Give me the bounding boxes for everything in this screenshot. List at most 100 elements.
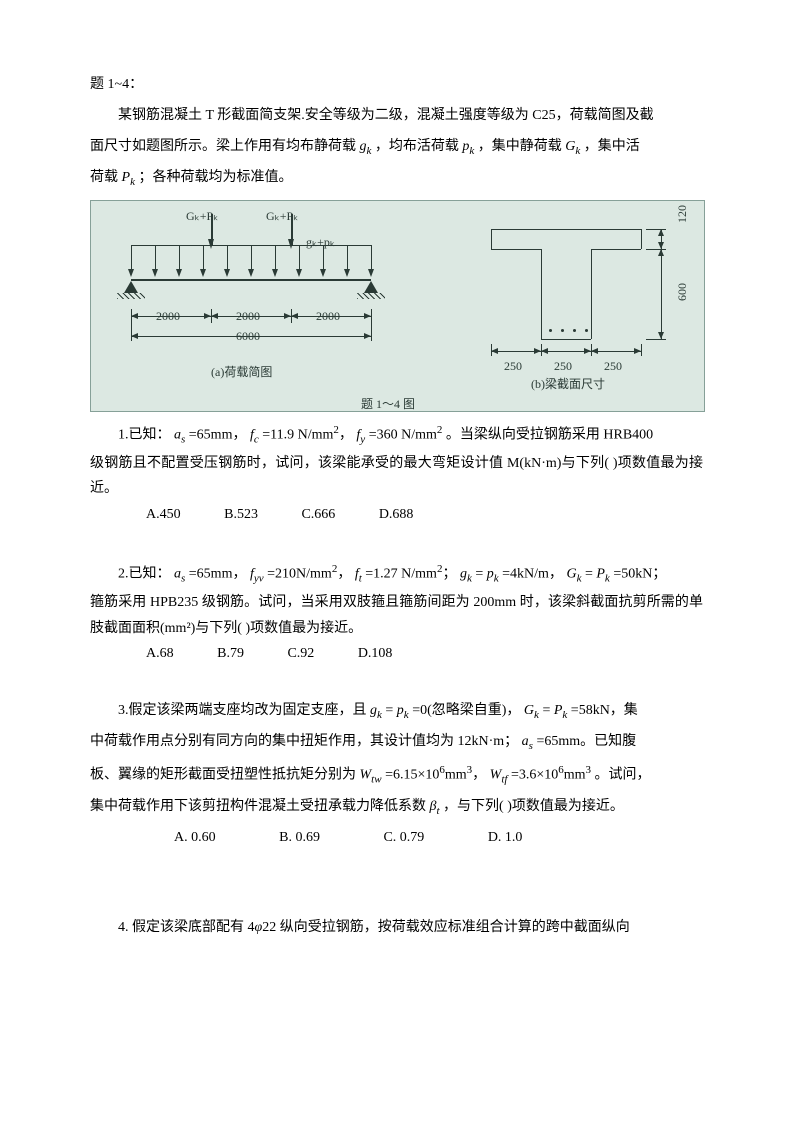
q2-Pk-k: k [605,572,610,584]
intro-para-3: 荷载 Pk ；各种荷载均为标准值。 [90,163,703,194]
q3-c: ， [472,768,486,783]
q1-line1: 1.已知： as =65mm， fc =11.9 N/mm2， fy =360 … [90,418,703,452]
support-left [124,281,138,293]
da3 [211,313,218,319]
q1-y: y [360,433,365,445]
hatch-left [117,293,145,299]
dist-d-ar [200,269,206,277]
bar1 [549,329,552,332]
q3-line2: 中荷载作用点分别有同方向的集中扭矩作用，其设计值均为 12kN·m； as =6… [90,727,703,758]
q2-eq3: =1.27 N/mm [365,566,437,581]
q2-c1: ， [337,566,351,581]
q1-tail: 。当梁纵向受拉钢筋采用 HRB400 [446,427,653,442]
bar4 [585,329,588,332]
ru1 [658,229,664,236]
q1-lead: 1.已知： [118,427,171,442]
ru2 [658,242,664,249]
q2-as: a [174,566,181,581]
q3-Gkk: k [534,709,539,721]
q3-eq1: =6.15×10 [385,768,439,783]
q1-eq3: =360 N/mm [369,427,437,442]
dist-h [299,245,300,271]
q2-p1: =65mm， [189,566,247,581]
q3-4a: 集中荷载作用下该剪扭构件混凝土受扭承载力降低系数 [90,799,426,814]
t-r1 [641,229,642,249]
q3-A: A. 0.60 [174,830,216,845]
figure-container: Gₖ+Pₖ Gₖ+Pₖ gₖ+pₖ 2000 2000 2000 6000 (a… [90,200,705,412]
da4 [284,313,291,319]
ru4 [658,332,664,339]
q3-1c: =58kN，集 [571,703,638,718]
ba1 [491,348,498,354]
q2-eq2: =210N/mm [267,566,332,581]
q3-tail: 。试问， [595,768,651,783]
q2-eq4: =4kN/m， [502,566,563,581]
q3-Gk: G [524,703,534,718]
dist-a [131,245,132,271]
da2 [204,313,211,319]
q3-1b: =0(忽略梁自重)， [412,703,520,718]
q1-s: s [181,433,185,445]
q3-line3: 板、翼缘的矩形截面受扭塑性抵抗矩分别为 Wtw =6.15×106mm3， Wt… [90,758,703,792]
q2-D: D.108 [358,646,393,661]
q1-eq1: =65mm， [189,427,247,442]
d2000a: 2000 [156,303,180,329]
intro1a: 某钢筋混凝土 T 形截面简支架.安全等级为二级，混凝土强度等级为 C25，荷载简… [118,108,654,123]
q3-gkk: k [377,709,382,721]
q4-a: 4. 假定该梁底部配有 4 [118,920,255,935]
q3-pk: p [397,703,404,718]
q1-D: D.688 [379,507,414,522]
intro1c: ，均布活荷载 [375,139,459,154]
dist-c-ar [176,269,182,277]
q2-Gk-k: k [577,572,582,584]
intro2a: 荷载 [90,170,118,185]
dist-h-ar [296,269,302,277]
ru3 [658,249,664,256]
support-right [364,281,378,293]
q3-u2: mm [564,768,586,783]
q3-Pkk: k [562,709,567,721]
dist-g-ar [272,269,278,277]
da5 [291,313,298,319]
da6 [364,313,371,319]
dist-b-ar [152,269,158,277]
q1-line2: 级钢筋且不配置受压钢筋时，试问，该梁能承受的最大弯矩设计值 M(kN·m)与下列… [90,451,703,501]
q1-comma: ， [339,427,353,442]
d2000c: 2000 [316,303,340,329]
q3-C: C. 0.79 [383,830,424,845]
bar3 [573,329,576,332]
q1-as: a [174,427,181,442]
q3-line4: 集中荷载作用下该剪扭构件混凝土受扭承载力降低系数 βt ，与下列( )项数值最为… [90,792,703,823]
pt2-label: Gₖ+Pₖ [266,203,298,229]
q3-bt: t [436,804,439,816]
q1-sq2: 2 [437,424,443,436]
bdim [491,351,641,352]
q2-gk: g [460,566,467,581]
q3-4b: ，与下列( )项数值最为接近。 [443,799,624,814]
sub-k4: k [130,175,135,187]
bt4 [641,344,642,356]
fig-caption: 题 1～4 图 [361,391,415,417]
q3-B: B. 0.69 [279,830,320,845]
ba4 [584,348,591,354]
q1-eq2: =11.9 N/mm [262,427,333,442]
q3-2b: =65mm。已知腹 [536,734,636,749]
q2-C: C.92 [287,646,314,661]
t-r2 [591,249,592,339]
q2-A: A.68 [146,646,174,661]
b250a: 250 [504,353,522,379]
q2-s: s [181,572,185,584]
d600: 600 [669,283,695,301]
d120: 120 [669,205,695,223]
d6000: 6000 [236,323,260,349]
q3-gk: g [370,703,377,718]
q2-line2: 箍筋采用 HPB235 级钢筋。试问，当采用双肢箍且箍筋间距为 200mm 时，… [90,590,703,640]
q3-Wtw: W [360,768,372,783]
q4-b: 22 纵向受拉钢筋，按荷载效应标准组合计算的跨中截面纵向 [262,920,630,935]
intro2b: ；各种荷载均为标准值。 [138,170,292,185]
dist-b [155,245,156,271]
hatch-right [357,293,385,299]
bar2 [561,329,564,332]
sym-gk: g [360,139,367,154]
dist-c [179,245,180,271]
